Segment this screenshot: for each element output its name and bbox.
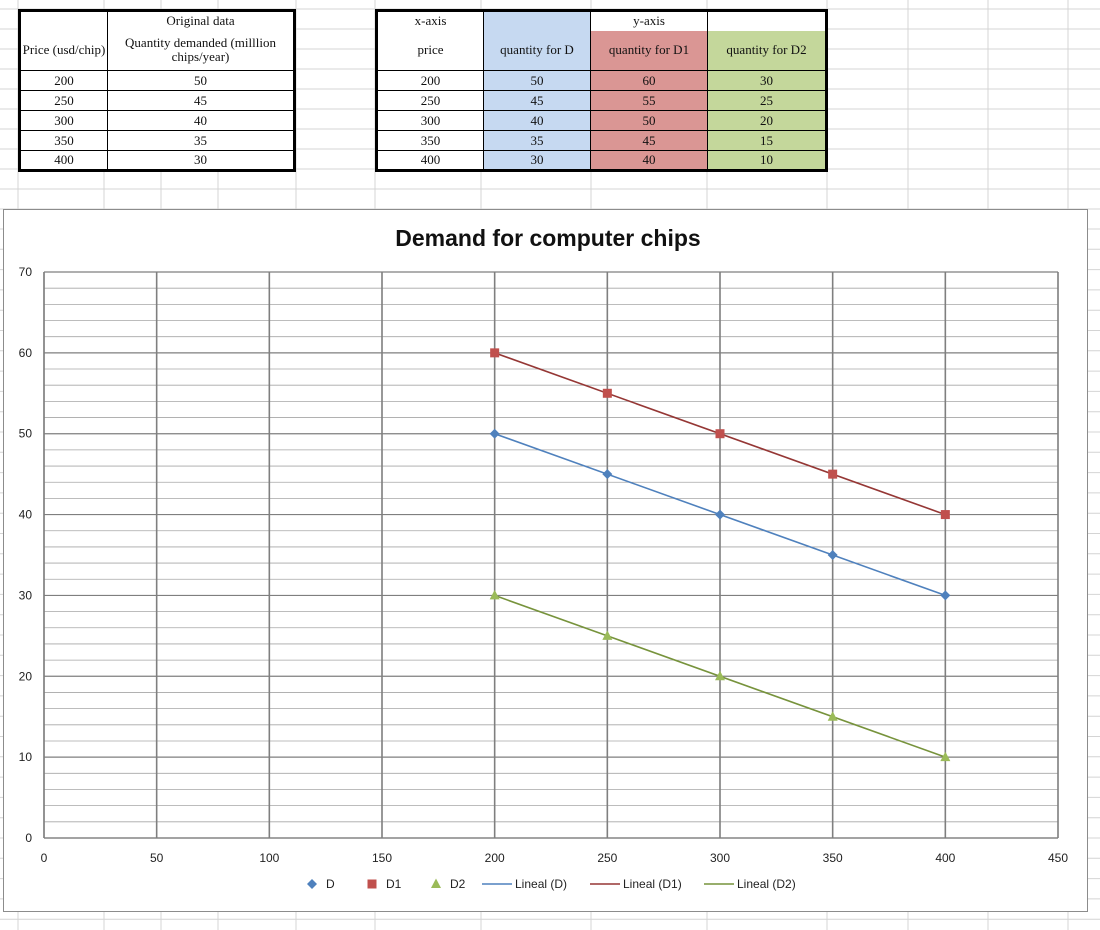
- t2-price-header: price: [376, 30, 484, 71]
- t2-cell: 20: [707, 110, 827, 131]
- chart-area[interactable]: Demand for computer chips 0 10 20 30 40 50 60 7…: [3, 209, 1088, 912]
- t1-cell: 30: [107, 150, 295, 171]
- data-point-d2: [940, 751, 951, 762]
- legend-label: Lineal (D2): [737, 877, 796, 891]
- t2-yaxis-label: y-axis: [590, 10, 708, 31]
- t1-cell: 40: [107, 110, 295, 131]
- t1-cell: 300: [19, 110, 108, 131]
- t1-cell: 50: [107, 70, 295, 91]
- data-point-d2: [489, 589, 500, 600]
- t1-cell: 400: [19, 150, 108, 171]
- t2-yaxis-spacer-right: [707, 10, 827, 31]
- t2-cell: 400: [376, 150, 484, 171]
- data-point-d: [940, 590, 951, 601]
- data-point-d2: [827, 711, 838, 721]
- y-tick-label: 60: [19, 346, 33, 360]
- y-tick-label: 70: [19, 265, 33, 279]
- data-point-d: [715, 509, 725, 520]
- legend-marker-d2: [431, 878, 441, 888]
- x-tick-label: 0: [41, 851, 48, 865]
- chart-data-table: x-axis y-axis price quantity for D quant…: [375, 9, 828, 172]
- t2-cell: 30: [483, 150, 591, 171]
- t2-cell: 60: [590, 70, 708, 91]
- data-point-d: [602, 469, 613, 480]
- data-point-d: [827, 550, 838, 560]
- t2-cell: 55: [590, 90, 708, 111]
- legend-label: Lineal (D): [515, 877, 567, 891]
- t2-yaxis-spacer-left: [483, 10, 591, 31]
- data-point-d1: [828, 469, 838, 479]
- gridlines: [43, 271, 1059, 839]
- legend-label: D2: [450, 877, 466, 891]
- data-point-d2: [715, 670, 725, 681]
- x-tick-label: 100: [259, 851, 279, 865]
- legend-marker-d: [307, 879, 317, 889]
- t2-cell: 40: [590, 150, 708, 171]
- t2-d2-header: quantity for D2: [707, 30, 827, 71]
- t1-price-header: Price (usd/chip): [19, 30, 108, 71]
- y-tick-label: 30: [19, 588, 33, 602]
- x-tick-label: 300: [710, 851, 730, 865]
- data-point-d2: [602, 630, 613, 640]
- t2-cell: 35: [483, 130, 591, 151]
- t2-cell: 300: [376, 110, 484, 131]
- t2-cell: 45: [590, 130, 708, 151]
- t2-d1-header: quantity for D1: [590, 30, 708, 71]
- t2-cell: 50: [483, 70, 591, 91]
- chart-legend: D D1 D2 Lineal (D) Lineal (D1) Lineal (D2): [307, 877, 796, 891]
- t1-cell: 350: [19, 130, 108, 151]
- t2-d-header: quantity for D: [483, 30, 591, 71]
- t2-cell: 10: [707, 150, 827, 171]
- t2-cell: 250: [376, 90, 484, 111]
- t2-cell: 350: [376, 130, 484, 151]
- t1-cell: 45: [107, 90, 295, 111]
- t1-cell: 35: [107, 130, 295, 151]
- t2-cell: 40: [483, 110, 591, 131]
- x-tick-label: 200: [485, 851, 505, 865]
- x-tick-label: 400: [935, 851, 955, 865]
- data-point-d: [489, 428, 500, 439]
- original-data-table: Original data Price (usd/chip) Quantity …: [18, 9, 296, 172]
- t2-cell: 45: [483, 90, 591, 111]
- x-tick-label: 450: [1048, 851, 1068, 865]
- legend-marker-d1: [367, 879, 377, 889]
- data-point-d1: [602, 388, 612, 398]
- x-tick-label: 250: [597, 851, 617, 865]
- y-tick-label: 50: [19, 427, 33, 441]
- t1-cell: 200: [19, 70, 108, 91]
- x-tick-label: 50: [150, 851, 164, 865]
- legend-label: D: [326, 877, 335, 891]
- t1-blank-corner: [19, 10, 108, 31]
- y-tick-label: 20: [19, 669, 33, 683]
- data-point-d1: [940, 510, 950, 520]
- x-tick-label: 350: [823, 851, 843, 865]
- y-tick-label: 0: [25, 831, 32, 845]
- t1-quantity-header: Quantity demanded (milllion chips/year): [107, 30, 295, 71]
- y-tick-label: 40: [19, 508, 33, 522]
- y-tick-label: 10: [19, 750, 33, 764]
- data-point-d1: [490, 348, 500, 358]
- data-point-d1: [715, 429, 725, 439]
- t2-cell: 200: [376, 70, 484, 91]
- x-tick-label: 150: [372, 851, 392, 865]
- t1-cell: 250: [19, 90, 108, 111]
- t2-cell: 25: [707, 90, 827, 111]
- legend-label: D1: [386, 877, 402, 891]
- t1-title: Original data: [107, 10, 295, 31]
- legend-label: Lineal (D1): [623, 877, 682, 891]
- t2-cell: 50: [590, 110, 708, 131]
- t2-cell: 30: [707, 70, 827, 91]
- scatter-chart: Demand for computer chips 0 10 20 30 40 50 60 7…: [19, 225, 1069, 891]
- chart-title: Demand for computer chips: [395, 225, 700, 251]
- t2-xaxis-label: x-axis: [376, 10, 484, 31]
- t2-cell: 15: [707, 130, 827, 151]
